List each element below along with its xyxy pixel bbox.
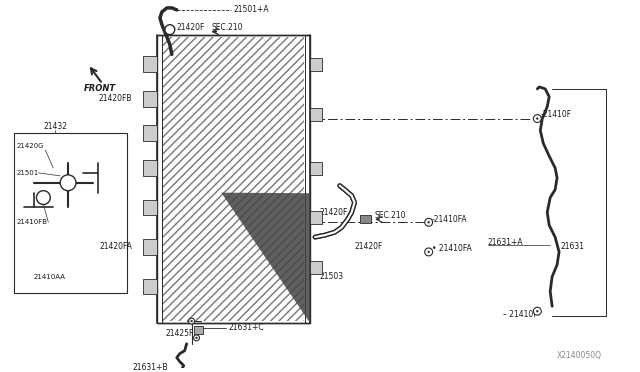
Text: 21410AA: 21410AA bbox=[33, 274, 65, 280]
Bar bbox=[310, 211, 322, 224]
Circle shape bbox=[533, 307, 541, 315]
Bar bbox=[157, 35, 310, 323]
Text: FRONT: FRONT bbox=[84, 84, 116, 93]
Bar bbox=[143, 279, 157, 294]
Circle shape bbox=[425, 248, 433, 256]
Text: 21631+B: 21631+B bbox=[132, 363, 168, 372]
Text: SEC.210: SEC.210 bbox=[374, 211, 406, 220]
Bar bbox=[310, 58, 322, 71]
Circle shape bbox=[60, 175, 76, 191]
Bar bbox=[163, 36, 304, 321]
Text: 21631: 21631 bbox=[560, 243, 584, 251]
Bar bbox=[360, 215, 371, 223]
Text: • 21410FA: • 21410FA bbox=[431, 244, 472, 253]
Bar bbox=[13, 134, 127, 294]
Bar bbox=[310, 162, 322, 175]
Text: SEC.210: SEC.210 bbox=[211, 23, 243, 32]
Circle shape bbox=[36, 191, 51, 205]
Text: 21420F: 21420F bbox=[320, 208, 348, 217]
Text: – 21410F: – 21410F bbox=[503, 310, 538, 319]
Circle shape bbox=[196, 337, 197, 339]
Circle shape bbox=[191, 320, 193, 322]
Bar bbox=[143, 56, 157, 72]
Circle shape bbox=[425, 218, 433, 226]
Circle shape bbox=[193, 335, 200, 341]
Text: 21420G: 21420G bbox=[17, 143, 44, 149]
Text: 21420FA: 21420FA bbox=[99, 243, 132, 251]
Circle shape bbox=[536, 118, 538, 119]
Bar bbox=[143, 199, 157, 215]
Circle shape bbox=[189, 318, 195, 324]
Text: X2140050Q: X2140050Q bbox=[557, 351, 602, 360]
Text: 21420FB: 21420FB bbox=[99, 94, 132, 103]
Bar bbox=[310, 108, 322, 121]
Bar bbox=[193, 326, 204, 334]
Circle shape bbox=[533, 115, 541, 122]
Bar bbox=[143, 239, 157, 255]
Circle shape bbox=[536, 310, 538, 312]
Text: -21410F: -21410F bbox=[540, 110, 572, 119]
Bar bbox=[143, 160, 157, 176]
Polygon shape bbox=[221, 193, 310, 323]
Text: 21631+C: 21631+C bbox=[228, 324, 264, 333]
Text: -21410FA: -21410FA bbox=[431, 215, 467, 224]
Circle shape bbox=[428, 251, 429, 253]
Text: 21420F: 21420F bbox=[355, 243, 383, 251]
Text: 21432: 21432 bbox=[44, 122, 67, 131]
Text: 21501: 21501 bbox=[17, 170, 39, 176]
Text: 21503: 21503 bbox=[320, 272, 344, 281]
Text: 21501+A: 21501+A bbox=[233, 5, 269, 15]
Text: 21631+A: 21631+A bbox=[488, 238, 524, 247]
Circle shape bbox=[428, 221, 429, 223]
Circle shape bbox=[165, 25, 175, 35]
Text: 21420F: 21420F bbox=[177, 23, 205, 32]
Bar bbox=[143, 91, 157, 107]
Bar bbox=[143, 125, 157, 141]
Text: 21410FB: 21410FB bbox=[17, 219, 48, 225]
Text: 21425F: 21425F bbox=[166, 330, 194, 339]
Bar bbox=[310, 261, 322, 274]
